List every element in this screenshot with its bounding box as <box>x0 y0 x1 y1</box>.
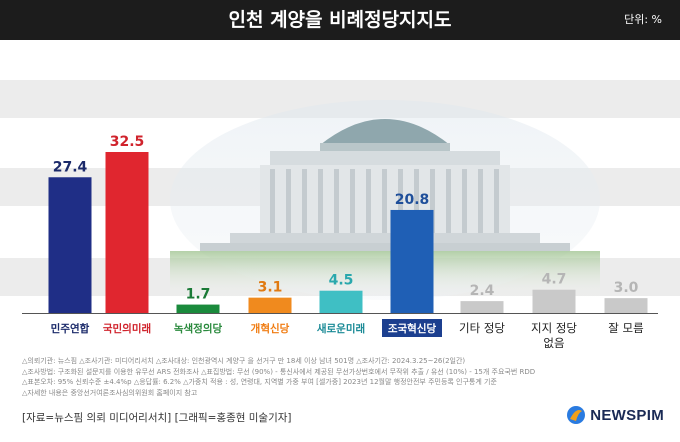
bar-8 <box>532 289 576 313</box>
category-label-5: 새로운미래 <box>317 322 365 335</box>
bar-6 <box>390 209 434 313</box>
survey-footnotes: △의뢰기관: 뉴스핌 △조사기관: 미디어리서치 △조사대상: 인천광역시 계양… <box>22 356 662 398</box>
data-label-2: 32.5 <box>110 134 145 150</box>
data-label-1: 27.4 <box>53 159 88 175</box>
category-label-9: 잘 모름 <box>608 321 643 335</box>
bar-3 <box>176 304 220 313</box>
category-label-2: 국민의미래 <box>103 322 151 335</box>
category-label-8: 지지 정당 <box>531 321 577 335</box>
footnote-line: △자세한 내용은 중앙선거여론조사심의위원회 홈페이지 참고 <box>22 388 198 397</box>
data-label-8: 4.7 <box>542 272 567 288</box>
category-label-badge <box>382 319 442 337</box>
unit-label: 단위: % <box>624 13 662 26</box>
footnote-line: △조사방법: 구조화된 설문지를 이용한 유무선 ARS 전화조사 △표집방법:… <box>22 367 536 376</box>
bar-7 <box>460 301 504 313</box>
source-credit: [자료=뉴스핌 의뢰 미디어리서치] [그래픽=홍종현 미술기자] <box>22 412 292 424</box>
data-label-9: 3.0 <box>614 280 639 296</box>
footnote-line: △의뢰기관: 뉴스핌 △조사기관: 미디어리서치 △조사대상: 인천광역시 계양… <box>22 357 466 365</box>
category-label-3: 녹색정의당 <box>174 322 223 335</box>
bar-5 <box>319 290 363 313</box>
data-label-4: 3.1 <box>258 280 283 296</box>
category-label-1: 민주연합 <box>51 322 90 335</box>
data-label-3: 1.7 <box>186 287 211 303</box>
data-label-5: 4.5 <box>329 273 354 289</box>
bar-2 <box>105 152 149 313</box>
national-assembly-illustration <box>170 100 600 300</box>
category-label-4: 개혁신당 <box>251 322 290 335</box>
bar-9 <box>604 298 648 313</box>
data-label-7: 2.4 <box>470 283 495 299</box>
newspim-logo: NEWSPIM <box>566 405 664 425</box>
data-label-6: 20.8 <box>395 192 430 208</box>
category-label-6: 조국혁신당 <box>388 322 437 335</box>
category-label-7: 기타 정당 <box>459 321 505 335</box>
bar-1 <box>48 177 92 313</box>
header-bar <box>0 0 680 40</box>
newspim-logo-text: NEWSPIM <box>590 406 664 424</box>
footnote-line: △표본오차: 95% 신뢰수준 ±4.4%p △응답률: 6.2% △가중치 적… <box>22 378 497 386</box>
category-label-8: 없음 <box>543 336 564 350</box>
bar-4 <box>248 297 292 313</box>
newspim-logo-icon <box>567 406 586 424</box>
bar-chart: 27.4 민주연합 32.5 국민의미래 1.7 녹색정의당 3.1 개혁신당 4.5 새로운미래… <box>22 134 658 350</box>
chart-title: 인천 계양을 비례정당지지도 <box>228 9 452 31</box>
